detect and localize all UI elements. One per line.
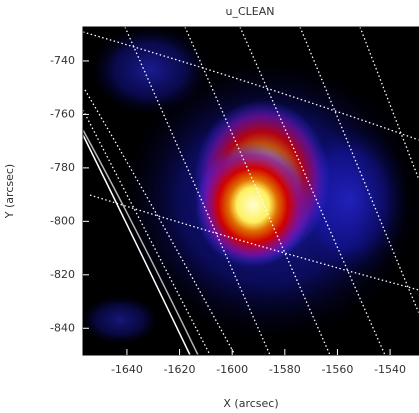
y-tick-label: -800 — [50, 214, 75, 227]
axes: -1640 -1620 -1600 -1580 -1560 -1540 -840 -820 -8… — [50, 54, 406, 376]
x-tick-label: -1640 — [111, 363, 143, 376]
grid-curve — [299, 27, 419, 316]
limb — [83, 134, 191, 355]
y-tick-label: -760 — [50, 107, 75, 120]
emission-core — [195, 143, 311, 267]
grid-curve — [84, 89, 236, 355]
image — [83, 27, 419, 355]
grid-curve — [89, 194, 419, 291]
x-tick-label: -1620 — [164, 363, 196, 376]
x-tick-label: -1580 — [269, 363, 301, 376]
y-tick-label: -740 — [50, 54, 75, 67]
emission-halo — [83, 295, 160, 345]
x-tick-label: -1600 — [216, 363, 248, 376]
plot-frame — [82, 26, 419, 356]
chart-title: u_CLEAN — [226, 5, 275, 18]
emission-halo — [90, 27, 210, 115]
limb — [83, 129, 199, 355]
x-tick-label: -1560 — [321, 363, 353, 376]
grid-curve — [359, 27, 419, 182]
x-axis-label: X (arcsec) — [223, 397, 278, 410]
y-axis-label: Y (arcsec) — [3, 164, 16, 219]
grid-curve — [83, 109, 211, 355]
y-tick-label: -780 — [50, 161, 75, 174]
y-tick-label: -820 — [50, 268, 75, 281]
x-tick-label: -1540 — [374, 363, 406, 376]
y-tick-label: -840 — [50, 321, 75, 334]
